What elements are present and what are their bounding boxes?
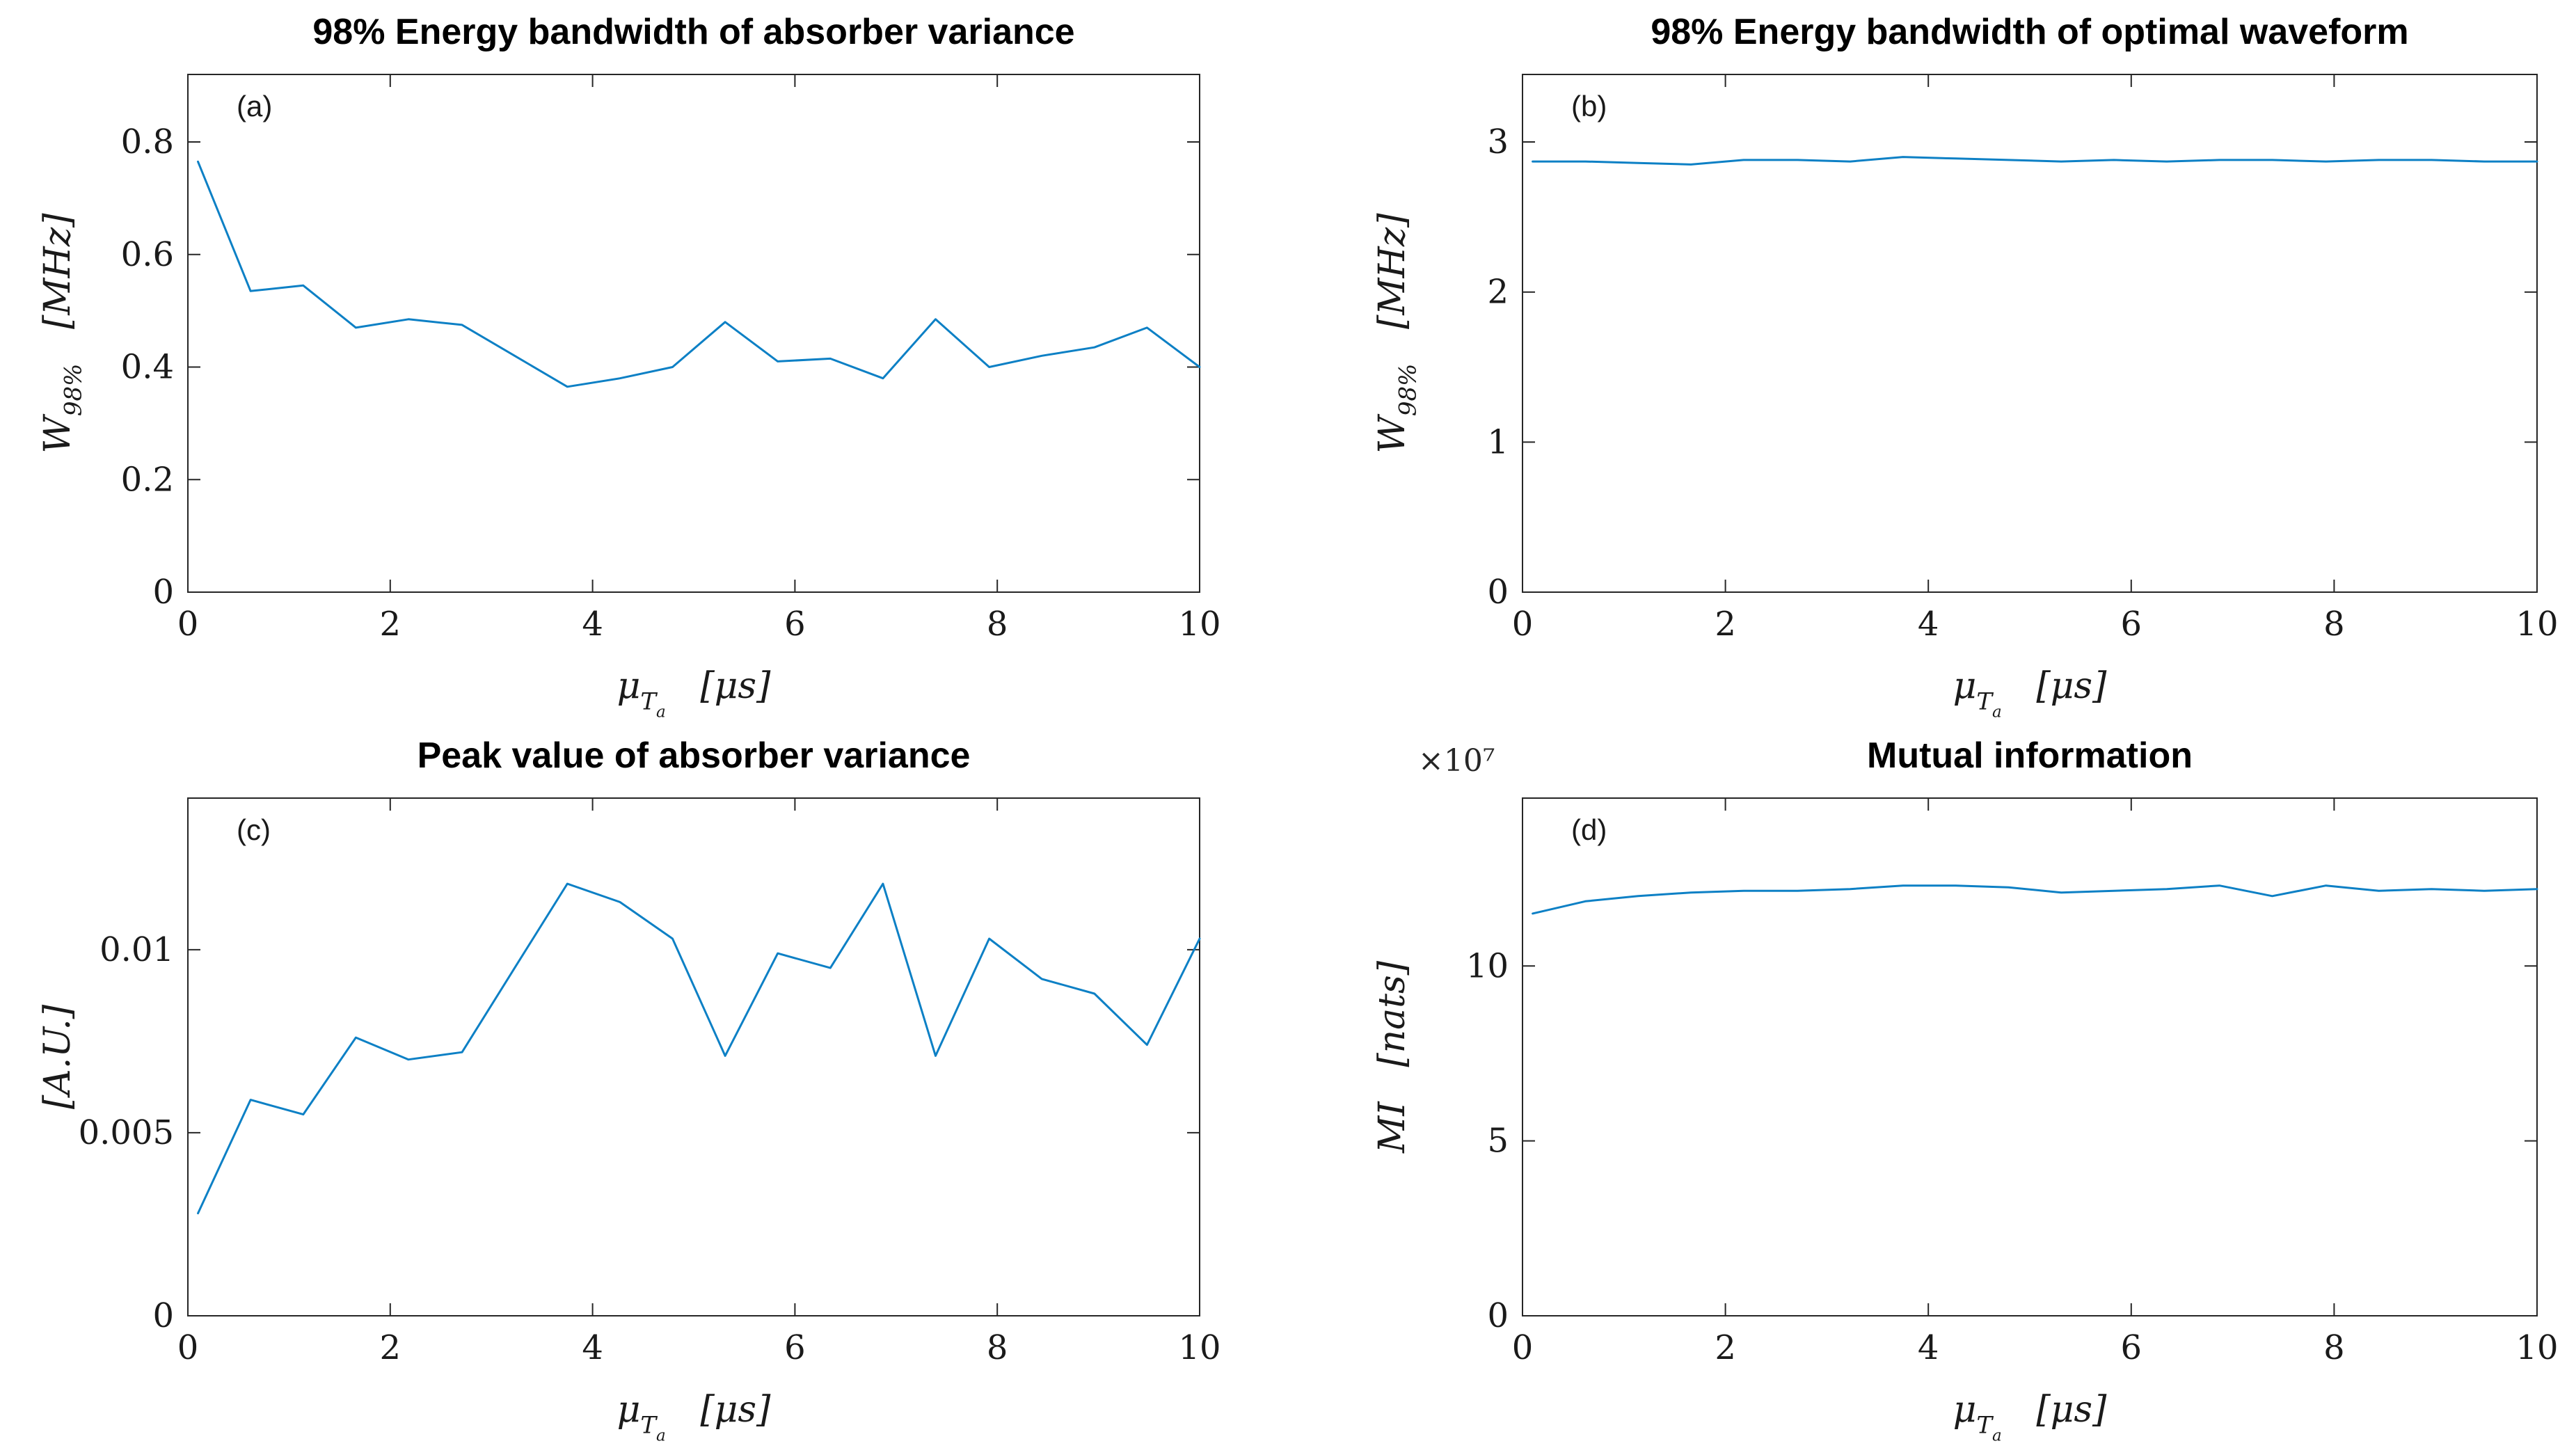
chart-d-exponent-label: ×10⁷ (1418, 743, 1495, 779)
x-tick-label: 0 (177, 1328, 199, 1367)
series-line-a (197, 160, 1201, 388)
x-tick-label: 2 (1715, 1328, 1736, 1367)
x-tick-label: 6 (2121, 605, 2142, 644)
y-tick-label: 5 (1487, 1122, 1509, 1161)
axes-box-a (187, 74, 1200, 593)
x-tick-label: 0 (177, 605, 199, 644)
chart-b-panel-label: (b) (1571, 90, 1607, 122)
y-tick-label: 0.2 (121, 460, 174, 499)
x-tick-label: 10 (2515, 605, 2558, 644)
chart-d-title: Mutual information (1867, 735, 2193, 776)
y-axis-label-a: W98% [MHz] (37, 213, 88, 454)
x-tick-label: 4 (582, 605, 603, 644)
chart-a-title: 98% Energy bandwidth of absorber varianc… (312, 12, 1075, 52)
x-tick-label: 8 (2323, 605, 2345, 644)
x-tick-label: 10 (2515, 1328, 2558, 1367)
y-tick-label: 0.01 (100, 930, 174, 969)
x-tick-label: 0 (1512, 1328, 1534, 1367)
x-axis-label-d: μTa [μs] (1953, 1389, 2108, 1445)
x-tick-label: 8 (2323, 1328, 2345, 1367)
x-tick-label: 10 (1178, 1328, 1221, 1367)
x-tick-label: 4 (1918, 1328, 1939, 1367)
x-tick-label: 0 (1512, 605, 1534, 644)
y-axis-label-b: W98% [MHz] (1372, 213, 1422, 454)
y-tick-label: 0 (152, 573, 174, 612)
chart-c-title: Peak value of absorber variance (417, 735, 971, 776)
chart-b-plot: 0 2 4 6 8 10 0 1 2 3 μTa [μs] W98% [MHz] (1372, 74, 2559, 722)
x-tick-label: 2 (1715, 605, 1736, 644)
series-line-d (1532, 884, 2538, 915)
y-tick-label: 0.8 (121, 122, 174, 161)
x-tick-label: 2 (380, 1328, 401, 1367)
x-tick-label: 8 (987, 605, 1008, 644)
y-tick-label: 0 (1487, 573, 1509, 612)
y-axis-label-c: [A.U.] (37, 1004, 79, 1109)
x-tick-label: 4 (1918, 605, 1939, 644)
x-axis-label-b: μTa [μs] (1953, 665, 2108, 722)
chart-a-panel-label: (a) (237, 90, 273, 122)
chart-c-panel-label: (c) (237, 813, 271, 846)
chart-c-plot: 0 2 4 6 8 10 0 0.005 0.01 μTa [μs] [A.U.] (37, 797, 1221, 1445)
x-tick-label: 10 (1178, 605, 1221, 644)
chart-a-plot: 0 2 4 6 8 10 0 0.2 0.4 0.6 0.8 μTa [μs] W98% [MHz] (37, 74, 1221, 722)
x-axis-label-c: μTa [μs] (617, 1389, 772, 1445)
x-tick-label: 6 (2121, 1328, 2142, 1367)
y-tick-label: 10 (1466, 946, 1509, 985)
y-tick-label: 0.4 (121, 348, 174, 387)
x-tick-label: 2 (380, 605, 401, 644)
y-tick-label: 0 (1487, 1296, 1509, 1335)
chart-b-title: 98% Energy bandwidth of optimal waveform (1651, 12, 2409, 52)
x-tick-label: 8 (987, 1328, 1008, 1367)
x-axis-label-a: μTa [μs] (617, 665, 772, 722)
y-tick-label: 0.005 (79, 1113, 174, 1152)
y-tick-label: 3 (1487, 122, 1509, 161)
axes-box-c (187, 797, 1200, 1316)
y-tick-label: 0 (152, 1296, 174, 1335)
x-tick-label: 4 (582, 1328, 603, 1367)
y-tick-label: 0.6 (121, 235, 174, 274)
axes-box-d (1522, 797, 2538, 1316)
x-tick-label: 6 (784, 1328, 806, 1367)
y-axis-label-d: MI [nats] (1372, 960, 1413, 1154)
chart-d-panel-label: (d) (1571, 813, 1607, 846)
series-line-b (1532, 156, 2538, 166)
series-line-c (197, 882, 1201, 1215)
y-tick-label: 2 (1487, 273, 1509, 312)
axes-box-b (1522, 74, 2538, 593)
y-tick-label: 1 (1487, 422, 1509, 461)
x-tick-label: 6 (784, 605, 806, 644)
chart-d-plot: 0 2 4 6 8 10 0 5 10 μTa [μs] MI [nats] (1372, 797, 2559, 1445)
